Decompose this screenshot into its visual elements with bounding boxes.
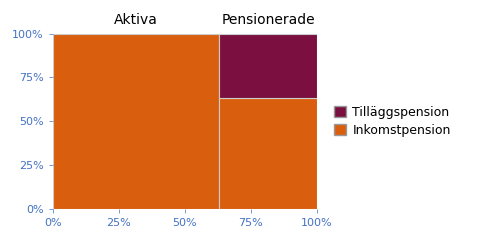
Bar <box>219 98 317 209</box>
Text: Pensionerade: Pensionerade <box>221 12 315 27</box>
Legend: Tilläggspension, Inkomstpension: Tilläggspension, Inkomstpension <box>334 106 451 137</box>
Bar <box>219 34 317 98</box>
Text: Aktiva: Aktiva <box>114 12 158 27</box>
Bar <box>53 34 219 209</box>
